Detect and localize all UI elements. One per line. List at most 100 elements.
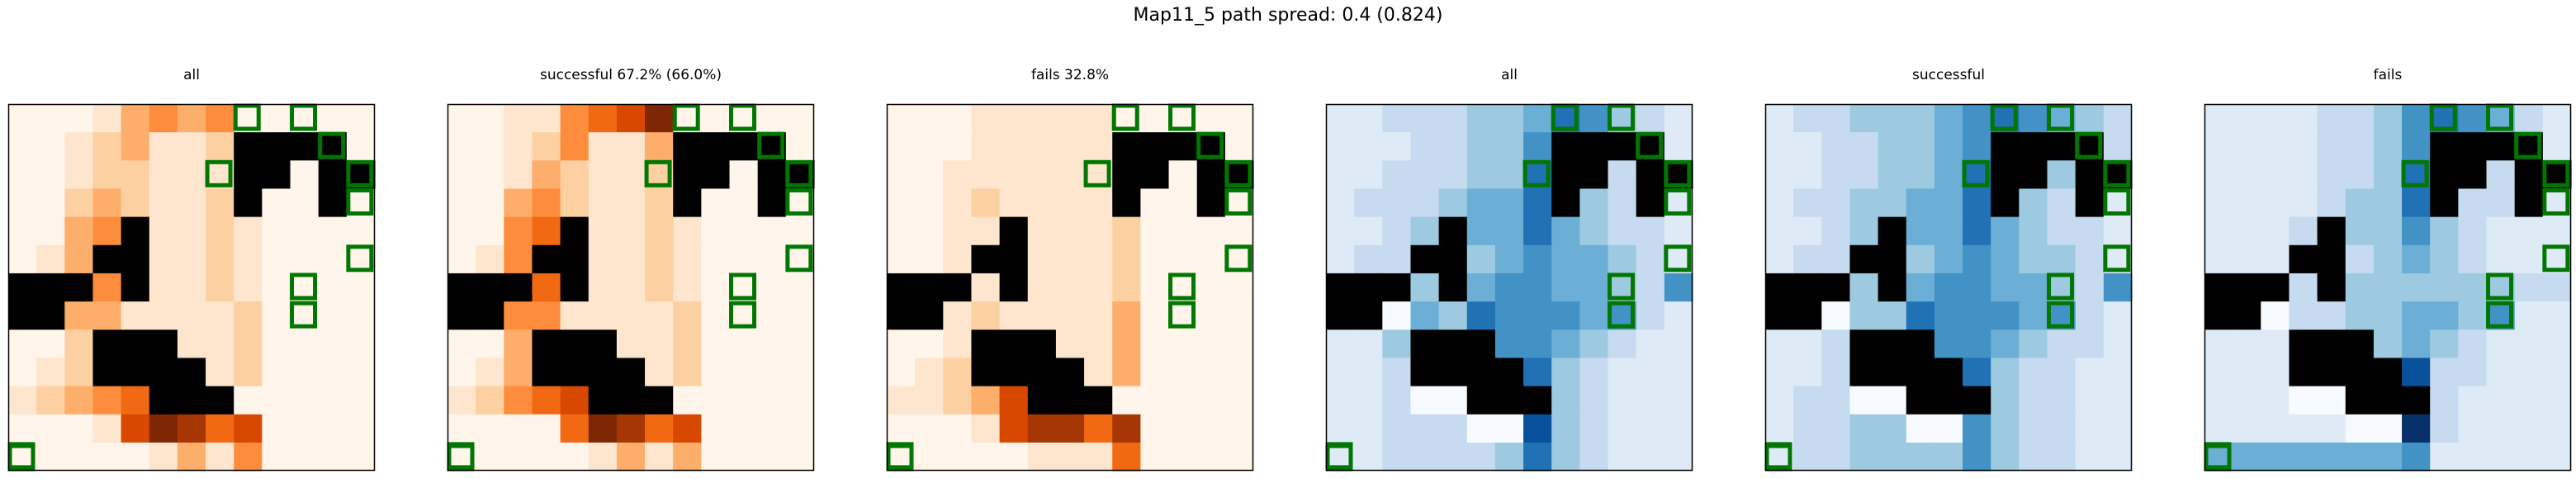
heat-cell: [1934, 244, 1963, 274]
target-marker: [205, 159, 233, 187]
heat-cell: [1906, 301, 1935, 330]
wall-cell: [673, 160, 702, 190]
heat-cell: [1793, 244, 1822, 274]
target-marker: [729, 103, 757, 131]
wall-cell: [121, 273, 150, 302]
heat-cell: [206, 273, 234, 302]
target-marker: [2103, 244, 2131, 273]
heat-cell: [64, 188, 94, 218]
wall-cell: [318, 160, 348, 190]
heat-cell: [971, 273, 1001, 302]
heat-cell: [1523, 414, 1552, 443]
wall-cell: [1849, 244, 1879, 274]
wall-cell: [476, 301, 504, 330]
heat-cell: [1906, 442, 1935, 472]
heat-cell: [971, 160, 1001, 190]
wall-cell: [2458, 160, 2488, 190]
heat-cell: [1196, 442, 1226, 472]
heat-cell: [1168, 386, 1198, 415]
heat-cell: [1579, 414, 1609, 443]
heat-cell: [1991, 273, 2020, 302]
heat-cell: [290, 442, 320, 472]
heat-cell: [971, 216, 1001, 246]
heat-cell: [1636, 386, 1665, 415]
heat-cell: [1382, 188, 1412, 218]
heat-cell: [1224, 301, 1254, 330]
heat-cell: [1664, 414, 1693, 443]
heat-cell: [971, 188, 1001, 218]
heat-cell: [1055, 442, 1085, 472]
heat-cell: [346, 358, 376, 387]
heat-cell: [560, 442, 590, 472]
heat-cell: [785, 414, 815, 443]
heat-cell: [588, 244, 618, 274]
heat-cell: [729, 414, 759, 443]
heat-cell: [701, 442, 731, 472]
heat-cell: [8, 188, 37, 218]
heat-cell: [2458, 330, 2488, 358]
heat-cell: [1466, 160, 1496, 190]
heat-cell: [645, 414, 674, 443]
heat-cell: [346, 414, 376, 443]
heat-cell: [346, 386, 376, 415]
heat-cell: [64, 160, 94, 190]
target-marker: [2075, 131, 2103, 159]
heat-cell: [2373, 301, 2403, 330]
heat-cell: [1410, 442, 1440, 472]
heat-cell: [645, 330, 674, 358]
heat-cell: [1793, 188, 1822, 218]
heat-cell: [1608, 244, 1637, 274]
heat-cell: [64, 386, 94, 415]
heat-cell: [290, 244, 320, 274]
heat-cell: [1991, 442, 2020, 472]
heat-cell: [2345, 216, 2375, 246]
target-marker: [785, 187, 813, 216]
heat-cell: [2047, 216, 2076, 246]
heat-cell: [1224, 273, 1254, 302]
heat-cell: [476, 132, 504, 161]
heat-cell: [915, 442, 944, 472]
heat-cell: [1224, 216, 1254, 246]
heat-cell: [1664, 132, 1693, 161]
heat-cell: [234, 386, 263, 415]
wall-cell: [2430, 188, 2459, 218]
heat-cell: [476, 358, 504, 387]
heat-cell: [2103, 414, 2133, 443]
heat-cell: [2430, 216, 2459, 246]
heat-cell: [673, 216, 702, 246]
wall-cell: [1849, 330, 1879, 358]
heat-cell: [757, 442, 787, 472]
target-marker: [1664, 159, 1692, 187]
target-marker: [2486, 103, 2514, 131]
heat-cell: [616, 188, 646, 218]
wall-cell: [701, 132, 731, 161]
heat-cell: [1906, 132, 1935, 161]
wall-cell: [121, 216, 150, 246]
heat-cell: [1636, 358, 1665, 387]
wall-cell: [1991, 188, 2020, 218]
heat-cell: [177, 414, 206, 443]
heat-cell: [2458, 188, 2488, 218]
wall-cell: [2047, 132, 2076, 161]
heat-cell: [1027, 104, 1057, 133]
heat-cell: [1906, 160, 1935, 190]
wall-cell: [447, 301, 476, 330]
heat-cell: [2345, 301, 2375, 330]
heat-cell: [645, 216, 674, 246]
heat-cell: [234, 414, 263, 443]
wall-cell: [1410, 244, 1440, 274]
wall-cell: [2345, 386, 2375, 415]
target-marker: [1608, 273, 1636, 301]
heat-cell: [1523, 132, 1552, 161]
wall-cell: [1027, 330, 1057, 358]
heat-cell: [447, 244, 476, 274]
heat-cell: [2402, 301, 2431, 330]
heat-cell: [206, 301, 234, 330]
heat-cell: [532, 301, 561, 330]
heat-cell: [701, 244, 731, 274]
heat-cell: [1849, 132, 1879, 161]
wall-cell: [1494, 386, 1524, 415]
heat-cell: [1991, 414, 2020, 443]
target-marker: [1664, 244, 1692, 273]
wall-cell: [149, 358, 178, 387]
